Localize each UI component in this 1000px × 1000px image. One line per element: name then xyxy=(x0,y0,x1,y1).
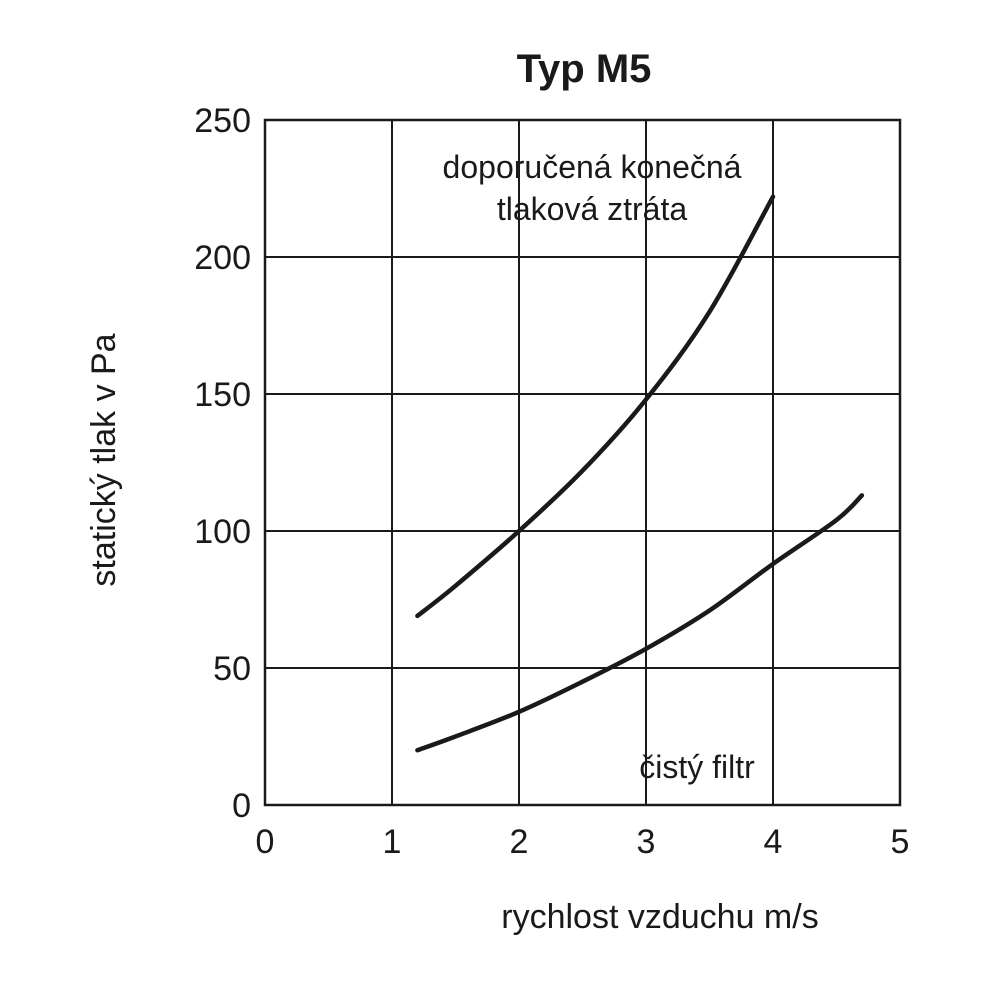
grid-layer xyxy=(265,120,900,805)
y-tick-label-4: 200 xyxy=(194,239,251,277)
x-axis-label: rychlost vzduchu m/s xyxy=(501,898,818,936)
series-layer xyxy=(415,194,865,753)
series-line-1 xyxy=(415,493,865,753)
x-tick-label-2: 2 xyxy=(510,823,529,861)
series-annotation-0: doporučená konečná tlaková ztráta xyxy=(443,149,742,227)
y-tick-label-5: 250 xyxy=(194,102,251,140)
y-tick-label-3: 150 xyxy=(194,376,251,414)
x-tick-label-3: 3 xyxy=(637,823,656,861)
series-annotation-1: čistý filtr xyxy=(639,749,755,785)
x-tick-label-5: 5 xyxy=(891,823,910,861)
x-tick-label-4: 4 xyxy=(764,823,783,861)
y-tick-label-2: 100 xyxy=(194,513,251,551)
y-tick-label-1: 50 xyxy=(213,650,251,688)
chart-title: Typ M5 xyxy=(517,47,652,91)
y-tick-label-0: 0 xyxy=(232,787,251,825)
series-annotation-0-line-1: tlaková ztráta xyxy=(497,191,688,227)
y-axis-label: statický tlak v Pa xyxy=(85,333,123,586)
annotation-layer: doporučená konečná tlaková ztráta čistý fi… xyxy=(443,149,756,785)
series-annotation-0-line-0: doporučená konečná xyxy=(443,149,742,185)
series-line-0 xyxy=(415,194,776,619)
series-annotation-1-line-0: čistý filtr xyxy=(639,749,755,785)
x-tick-label-0: 0 xyxy=(256,823,275,861)
x-tick-label-1: 1 xyxy=(383,823,402,861)
plot-frame xyxy=(263,118,902,807)
